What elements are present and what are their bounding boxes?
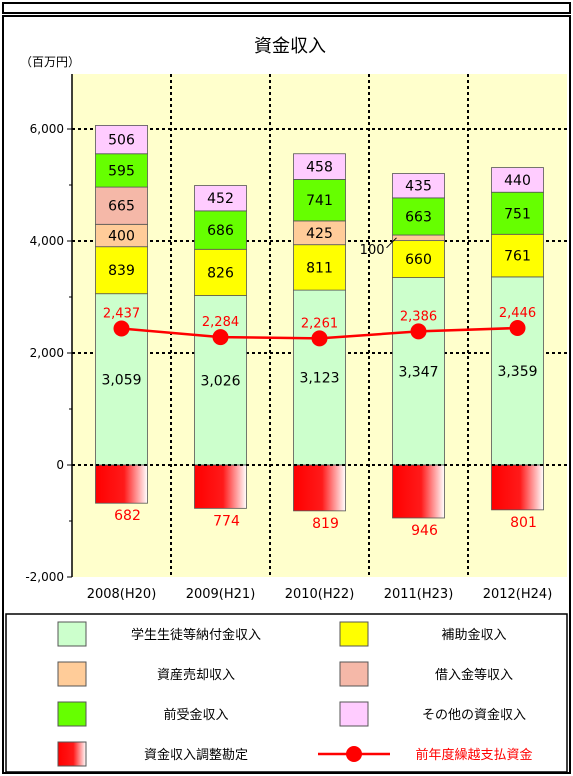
carryover-point [212, 329, 229, 346]
legend-label: 前年度繰越支払資金 [415, 747, 532, 763]
adjustment-label: 801 [510, 515, 537, 531]
unit-label: （百万円） [20, 55, 80, 69]
carryover-point [113, 320, 130, 337]
x-tick-label: 2012(H24) [483, 587, 553, 602]
y-tick-label: -2,000 [25, 570, 64, 584]
legend-label: 学生生徒等納付金収入 [131, 627, 261, 643]
bar-segment [392, 234, 445, 242]
bar-segment [392, 197, 445, 236]
carryover-label: 2,386 [400, 309, 437, 324]
segment-label: 452 [207, 191, 234, 207]
segment-label: 100 [360, 243, 385, 258]
adjustment-bar [293, 464, 346, 512]
x-tick-label: 2009(H21) [186, 587, 256, 602]
segment-label: 741 [306, 193, 333, 209]
bar-segment [491, 276, 544, 466]
legend-swatch [339, 661, 369, 687]
legend-label: その他の資金収入 [422, 707, 526, 723]
segment-label: 3,026 [200, 373, 240, 389]
segment-label: 663 [405, 209, 432, 225]
segment-label: 826 [207, 265, 234, 281]
segment-label: 435 [405, 179, 432, 195]
legend-label: 補助金収入 [441, 627, 506, 643]
bar-segment [194, 295, 247, 466]
segment-label: 400 [108, 229, 135, 245]
legend-swatch [339, 701, 369, 727]
adjustment-label: 682 [114, 508, 141, 524]
bar-segment [95, 186, 148, 225]
legend-label: 借入金等収入 [435, 667, 513, 683]
bar-segment [491, 167, 544, 193]
adjustment-bar [194, 464, 247, 509]
adjustment-bar [491, 464, 544, 511]
segment-label: 3,347 [398, 364, 438, 380]
segment-label: 440 [504, 173, 531, 189]
x-tick-label: 2008(H20) [87, 587, 157, 602]
bar-segment [194, 185, 247, 212]
segment-label: 761 [504, 249, 531, 265]
bar-segment [194, 248, 247, 296]
segment-label: 665 [108, 199, 135, 215]
carryover-label: 2,437 [103, 307, 140, 322]
legend-label: 前受金収入 [163, 707, 228, 723]
segment-label: 506 [108, 133, 135, 149]
legend-swatch [57, 741, 87, 767]
legend-swatch [57, 621, 87, 647]
segment-label: 458 [306, 160, 333, 176]
legend-swatch [339, 621, 369, 647]
segment-label: 839 [108, 263, 135, 279]
chart-title: 資金収入 [254, 36, 326, 57]
carryover-point [311, 330, 328, 347]
y-tick-label: 6,000 [30, 122, 64, 136]
bar-segment [293, 244, 346, 291]
adjustment-label: 946 [411, 523, 438, 539]
carryover-label: 2,284 [202, 315, 239, 330]
legend-swatch [57, 701, 87, 727]
segment-label: 686 [207, 223, 234, 239]
legend-label: 資金収入調整勘定 [144, 747, 248, 763]
adjustment-bar [95, 464, 148, 504]
bar-segment [293, 178, 346, 222]
leader-line [386, 237, 397, 249]
legend-box [5, 613, 568, 773]
x-tick-label: 2010(H22) [285, 587, 355, 602]
carryover-point [410, 323, 427, 340]
legend-label: 資産売却収入 [157, 667, 235, 683]
adjustment-label: 774 [213, 513, 240, 529]
legend-marker [346, 746, 362, 762]
segment-label: 3,123 [299, 371, 339, 387]
carryover-label: 2,446 [499, 306, 536, 321]
adjustment-bar [392, 464, 445, 519]
adjustment-label: 819 [312, 516, 339, 532]
segment-label: 751 [504, 206, 531, 222]
x-tick-label: 2011(H23) [384, 587, 454, 602]
legend-swatch [57, 661, 87, 687]
bar-segment [293, 153, 346, 180]
segment-label: 425 [306, 226, 333, 242]
carryover-point [509, 320, 526, 337]
segment-label: 811 [306, 260, 333, 276]
y-tick-label: 4,000 [30, 234, 64, 248]
bar-segment [95, 125, 148, 155]
bar-segment [491, 233, 544, 278]
segment-label: 3,059 [101, 372, 141, 388]
bar-segment [95, 246, 148, 295]
y-tick-label: 0 [56, 458, 64, 472]
segment-label: 595 [108, 163, 135, 179]
bar-segment [392, 173, 445, 199]
y-tick-label: 2,000 [30, 346, 64, 360]
bar-segment [293, 289, 346, 466]
bar-segment [95, 153, 148, 188]
carryover-label: 2,261 [301, 316, 338, 331]
segment-label: 3,359 [497, 364, 537, 380]
bar-segment [194, 210, 247, 250]
segment-label: 660 [405, 252, 432, 268]
